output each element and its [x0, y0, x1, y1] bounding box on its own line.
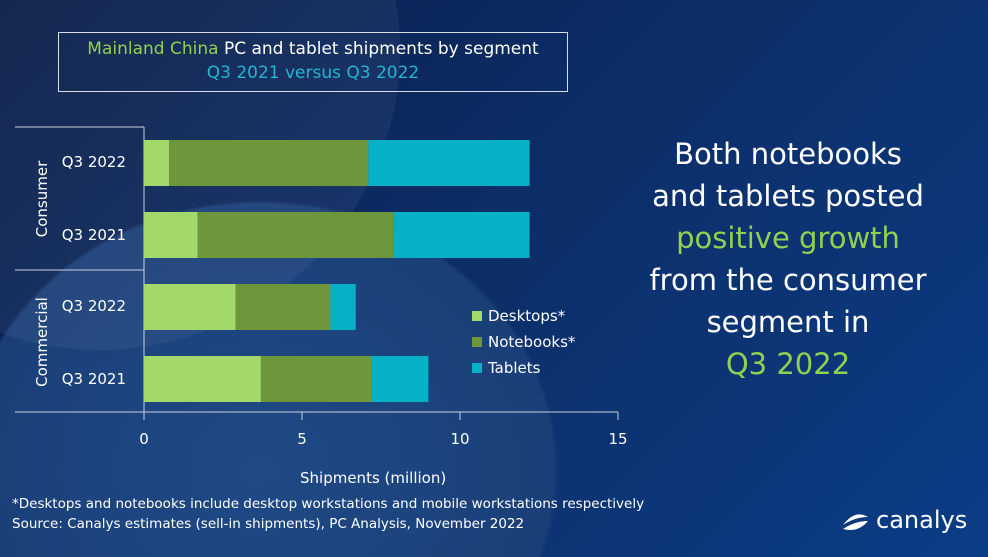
x-tick-label: 5	[297, 430, 307, 448]
legend-label: Tablets	[488, 359, 541, 377]
group-label-commercial: Commercial	[33, 297, 51, 387]
bar-tablets	[368, 140, 530, 186]
chart-title-box: Mainland China PC and tablet shipments b…	[58, 32, 568, 92]
legend-item-tablets: Tablets	[472, 355, 575, 381]
legend-swatch	[472, 311, 482, 321]
canalys-logo-icon	[843, 514, 868, 530]
bar-tablets	[393, 212, 530, 258]
legend-item-notebooks: Notebooks*	[472, 329, 575, 355]
message-line: segment in	[706, 305, 870, 339]
message-line: from the consumer	[649, 263, 927, 297]
category-label: Q3 2021	[61, 370, 126, 388]
bar-desktops	[144, 356, 261, 402]
legend-label: Desktops*	[488, 307, 566, 325]
bar-tablets	[371, 356, 429, 402]
category-label: Q3 2022	[61, 153, 126, 171]
message-line: Both notebooks	[674, 137, 902, 171]
title-highlight: Mainland China	[87, 39, 219, 59]
category-label: Q3 2022	[61, 297, 126, 315]
bar-desktops	[144, 212, 198, 258]
bar-desktops	[144, 284, 236, 330]
chart-subtitle: Q3 2021 versus Q3 2022	[206, 63, 420, 83]
source-note: Source: Canalys estimates (sell-in shipm…	[12, 516, 525, 532]
bar-tablets	[330, 284, 356, 330]
bar-notebooks	[169, 140, 369, 186]
legend: Desktops* Notebooks* Tablets	[472, 303, 575, 381]
message-highlight: Q3 2022	[725, 347, 851, 381]
title-rest: PC and tablet shipments by segment	[218, 39, 539, 59]
footnote: *Desktops and notebooks include desktop …	[12, 496, 645, 512]
legend-swatch	[472, 363, 482, 373]
x-tick-label: 10	[450, 430, 470, 448]
bar-desktops	[144, 140, 170, 186]
group-label-consumer: Consumer	[33, 160, 51, 238]
legend-item-desktops: Desktops*	[472, 303, 575, 329]
bar-notebooks	[260, 356, 372, 402]
key-message: Both notebooks and tablets posted positi…	[628, 133, 948, 385]
bar-notebooks	[197, 212, 394, 258]
x-axis-label: Shipments (million)	[300, 469, 447, 487]
message-line: and tablets posted	[652, 179, 924, 213]
legend-swatch	[472, 337, 482, 347]
legend-label: Notebooks*	[488, 333, 576, 351]
category-label: Q3 2021	[61, 226, 126, 244]
canalys-logo: canalys	[840, 506, 967, 534]
x-tick-label: 0	[139, 430, 149, 448]
x-tick-label: 15	[608, 430, 628, 448]
logo-text: canalys	[876, 506, 968, 534]
bar-notebooks	[235, 284, 331, 330]
message-highlight: positive growth	[676, 221, 900, 255]
